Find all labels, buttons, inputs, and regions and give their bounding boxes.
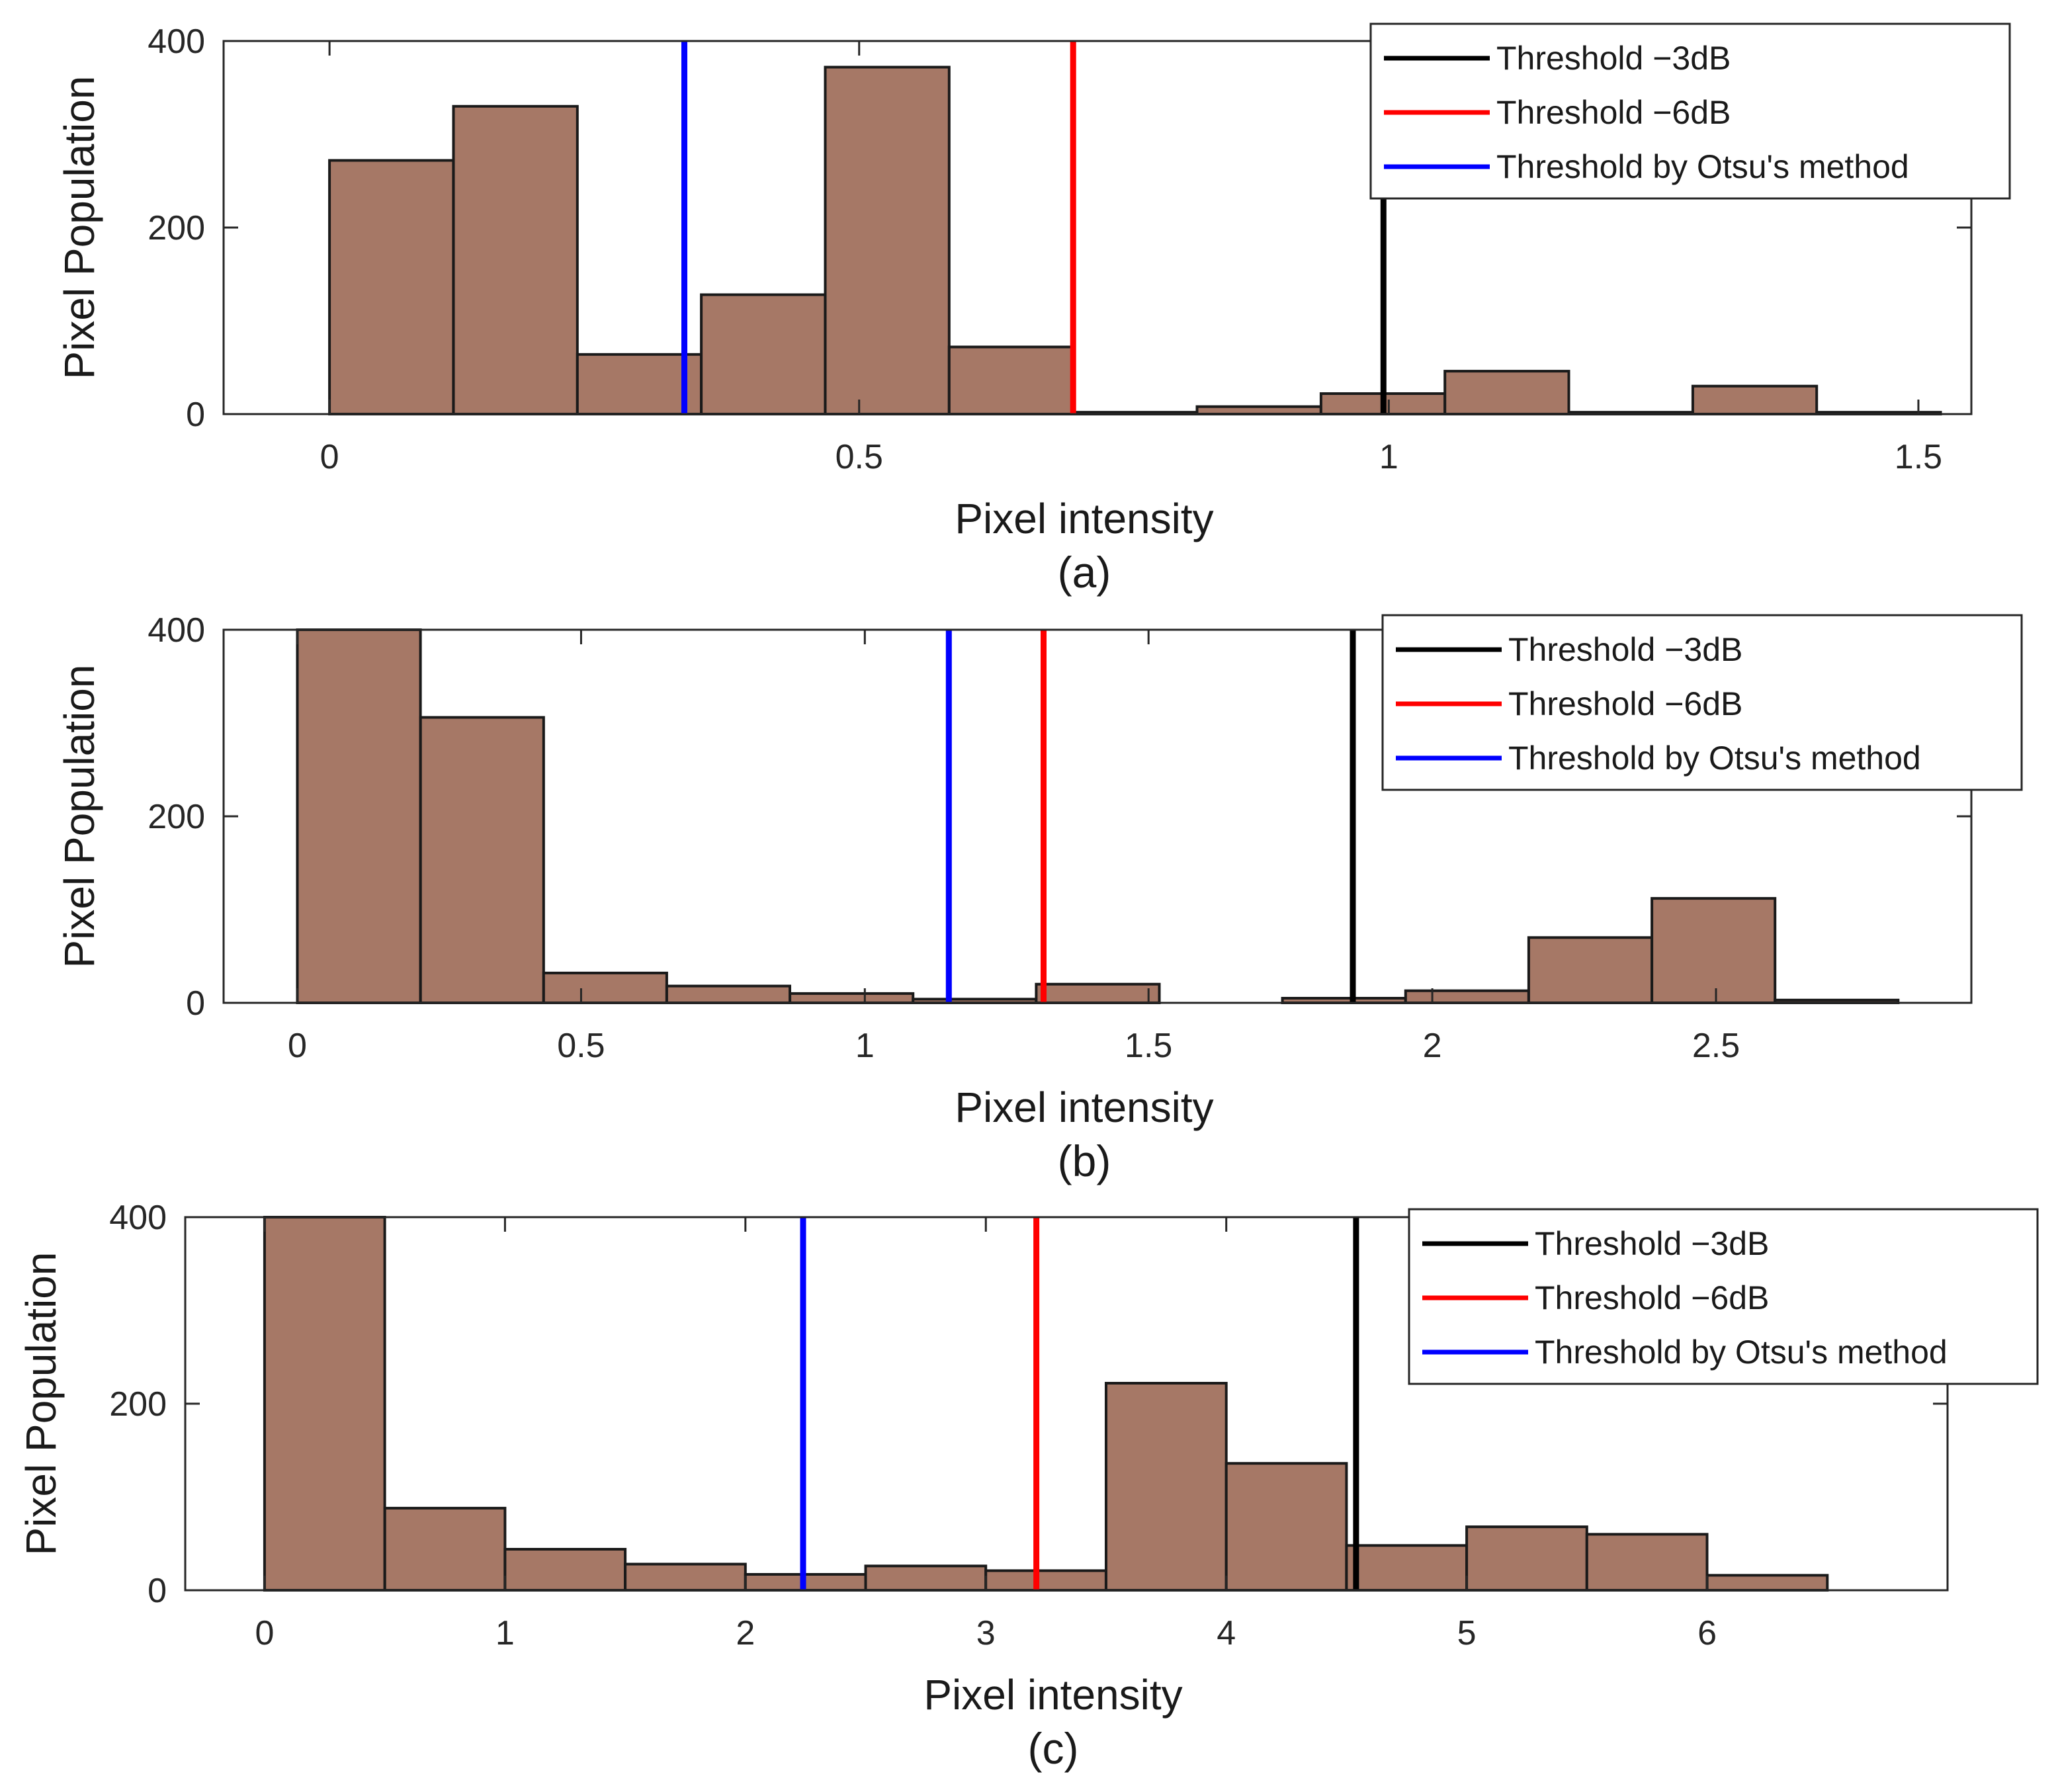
histogram-bar — [576, 353, 703, 415]
panel-label: (b) — [1058, 1136, 1111, 1185]
histogram-bar — [1585, 1533, 1709, 1592]
x-tick-label: 0.5 — [836, 438, 883, 476]
y-tick-label: 200 — [148, 798, 205, 836]
x-axis-label: Pixel intensity — [955, 495, 1213, 542]
histogram-bar — [1345, 1544, 1469, 1592]
x-tick-label: 2 — [1423, 1027, 1442, 1065]
y-axis-label: Pixel Population — [56, 76, 103, 380]
x-axis-label: Pixel intensity — [923, 1671, 1182, 1719]
histogram-bar — [1035, 982, 1161, 1005]
legend-entry-6db-label: Threshold −6dB — [1496, 94, 1731, 131]
y-tick-label: 400 — [148, 22, 205, 61]
histogram-bar — [1705, 1574, 1829, 1592]
histogram-bar — [328, 159, 455, 415]
legend-entry-otsu-label: Threshold by Otsu's method — [1508, 740, 1921, 777]
x-tick-label: 1.5 — [1895, 438, 1942, 476]
y-axis-label: Pixel Population — [17, 1252, 65, 1556]
x-tick-label: 4 — [1217, 1614, 1236, 1652]
y-tick-label: 200 — [148, 209, 205, 247]
histogram-bar — [542, 971, 668, 1005]
x-tick-label: 6 — [1697, 1614, 1717, 1652]
histogram-bar — [296, 628, 422, 1004]
histogram-bar — [1404, 989, 1530, 1004]
histogram-bar — [1691, 384, 1819, 416]
x-tick-label: 1 — [855, 1027, 875, 1065]
histogram-bar — [503, 1548, 627, 1592]
legend-entry-otsu-label: Threshold by Otsu's method — [1535, 1334, 1948, 1371]
x-axis-label: Pixel intensity — [955, 1084, 1213, 1131]
histogram-bar — [947, 345, 1075, 415]
x-tick-label: 5 — [1457, 1614, 1477, 1652]
histogram-bar — [665, 984, 792, 1004]
y-tick-label: 0 — [186, 396, 205, 434]
x-tick-label: 1 — [1379, 438, 1398, 476]
y-axis-label: Pixel Population — [56, 665, 103, 968]
histogram-bar — [1651, 897, 1777, 1004]
legend: Threshold −3dB Threshold −6dB Threshold by… — [1369, 22, 2011, 200]
histogram-bar — [1224, 1462, 1348, 1592]
legend-entry-3db-label: Threshold −3dB — [1535, 1225, 1769, 1262]
histogram-bar — [1195, 405, 1322, 416]
legend: Threshold −3dB Threshold −6dB Threshold by… — [1381, 614, 2023, 791]
panel-label: (c) — [1028, 1724, 1079, 1773]
x-tick-label: 1 — [495, 1614, 515, 1652]
histogram-bar — [789, 992, 915, 1005]
histogram-bar — [824, 65, 951, 415]
legend-entry-3db-label: Threshold −3dB — [1496, 40, 1731, 77]
y-tick-label: 0 — [148, 1572, 167, 1610]
legend-entry-6db-label: Threshold −6dB — [1508, 685, 1742, 722]
histogram-bar — [984, 1569, 1107, 1592]
histogram-panel-c: 0 200 400 0 1 2 3 4 5 6 Pixel intensity Pixel Popul… — [17, 1199, 2039, 1773]
histogram-bar — [1105, 1382, 1228, 1592]
histogram-bar — [452, 105, 579, 415]
panel-label: (a) — [1058, 548, 1111, 597]
x-tick-label: 1.5 — [1125, 1027, 1172, 1065]
histogram-bar — [419, 716, 545, 1004]
histogram-bar — [624, 1562, 747, 1592]
x-tick-label: 3 — [976, 1614, 996, 1652]
histogram-bar — [263, 1216, 386, 1592]
histogram-bar — [1443, 370, 1570, 415]
x-tick-label: 0.5 — [557, 1027, 605, 1065]
legend-entry-6db-label: Threshold −6dB — [1535, 1279, 1769, 1316]
legend-entry-3db-label: Threshold −3dB — [1508, 631, 1742, 668]
histogram-bar — [1527, 936, 1653, 1005]
x-tick-label: 0 — [288, 1027, 307, 1065]
y-tick-label: 0 — [186, 984, 205, 1023]
x-tick-label: 0 — [255, 1614, 274, 1652]
y-tick-label: 400 — [148, 611, 205, 650]
x-tick-label: 0 — [320, 438, 339, 476]
legend-entry-otsu-label: Threshold by Otsu's method — [1496, 148, 1909, 185]
x-tick-label: 2 — [736, 1614, 755, 1652]
legend: Threshold −3dB Threshold −6dB Threshold by… — [1408, 1208, 2039, 1385]
histogram-bar — [383, 1506, 507, 1592]
histogram-bar — [1465, 1525, 1588, 1592]
y-tick-label: 200 — [109, 1385, 167, 1424]
histogram-bar — [864, 1564, 988, 1592]
histogram-panel-b: 0 200 400 0 0.5 1 1.5 2 2.5 Pixel intensity Pixel … — [56, 611, 2023, 1185]
x-tick-label: 2.5 — [1692, 1027, 1740, 1065]
histogram-bar — [700, 293, 827, 415]
histogram-panel-a: 0 200 400 0 0.5 1 1.5 Pixel intensity Pixel Popu… — [56, 22, 2011, 597]
y-tick-label: 400 — [109, 1199, 167, 1237]
